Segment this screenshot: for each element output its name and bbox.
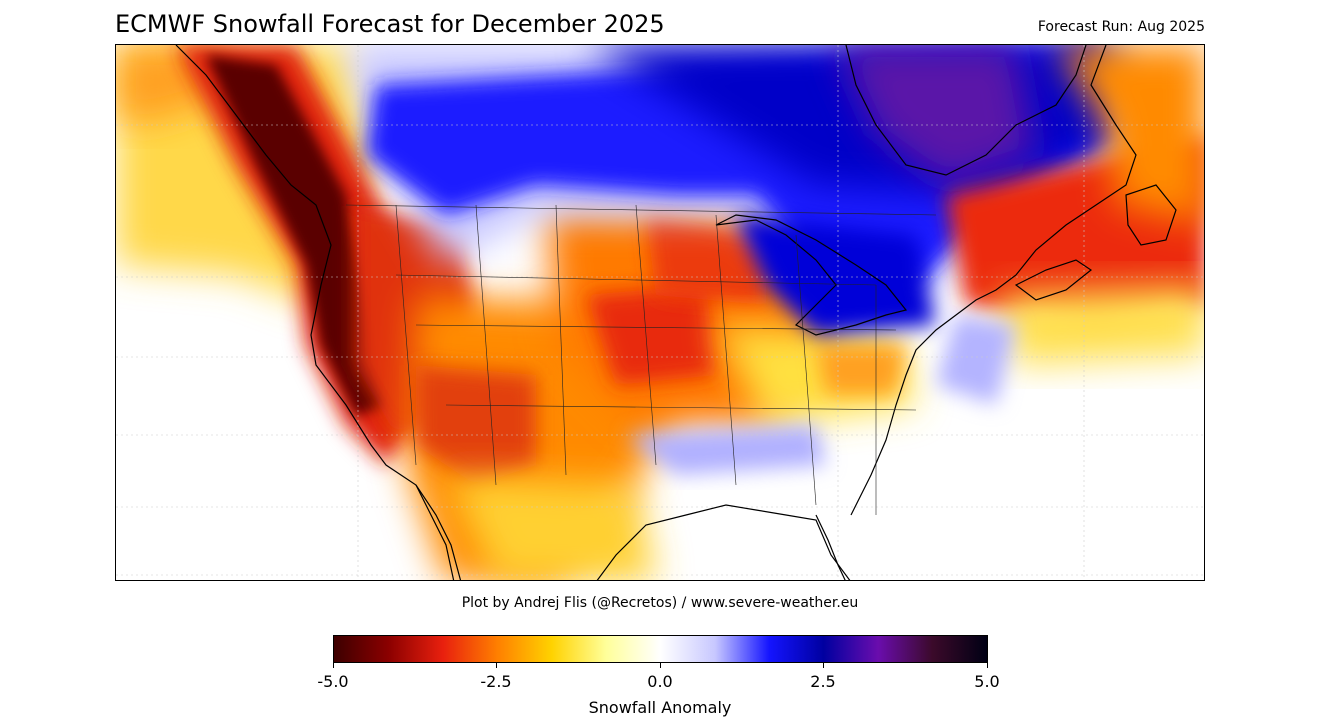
graticule — [116, 45, 1204, 580]
colorbar-tick — [496, 663, 497, 668]
map-canvas — [116, 45, 1204, 580]
plot-credit: Plot by Andrej Flis (@Recretos) / www.se… — [461, 595, 859, 611]
chart-title: ECMWF Snowfall Forecast for December 202… — [115, 10, 665, 38]
colorbar-label: Snowfall Anomaly — [588, 698, 732, 717]
east-coast — [850, 45, 1137, 516]
colorbar-tick-label: 2.5 — [810, 672, 836, 691]
forecast-run-label: Forecast Run: Aug 2025 — [1037, 19, 1205, 35]
hudson-purple — [836, 45, 1036, 185]
colorbar-tick-label: -2.5 — [480, 672, 512, 691]
colorbar-tick-label: 5.0 — [974, 672, 1000, 691]
colorbar-tick-label: 0.0 — [647, 672, 673, 691]
west-coast — [175, 45, 462, 580]
ohio-orange — [816, 345, 906, 395]
colorbar — [333, 635, 988, 663]
newfoundland — [1125, 184, 1177, 246]
gulf-coast — [596, 504, 851, 580]
gulf-blue — [626, 425, 826, 475]
plains-red — [586, 285, 716, 385]
colorbar-tick — [333, 663, 334, 668]
nova-scotia — [1014, 259, 1093, 301]
colorbar-tick — [823, 663, 824, 668]
colorbar-tick — [987, 663, 988, 668]
baja-coast — [415, 484, 455, 580]
great-lakes — [715, 214, 908, 336]
upper-midwest-red — [646, 215, 766, 305]
colorbar-tick-label: -5.0 — [317, 672, 349, 691]
florida — [815, 514, 846, 580]
great-lakes-blue — [736, 215, 936, 335]
colorbar-tick — [660, 663, 661, 668]
southwest-red — [416, 365, 536, 485]
nw-coast-darkred — [206, 55, 386, 415]
snowfall-anomaly-map — [115, 44, 1205, 581]
coastlines — [175, 45, 1177, 580]
mexico-yellow — [446, 475, 656, 580]
atlantic-yellow — [996, 285, 1204, 365]
northeast-orange — [1056, 45, 1204, 225]
state-borders — [345, 204, 937, 515]
east-coast-blue — [936, 315, 1016, 405]
hudson-bay — [845, 45, 1087, 176]
anomaly-field — [116, 45, 1204, 580]
